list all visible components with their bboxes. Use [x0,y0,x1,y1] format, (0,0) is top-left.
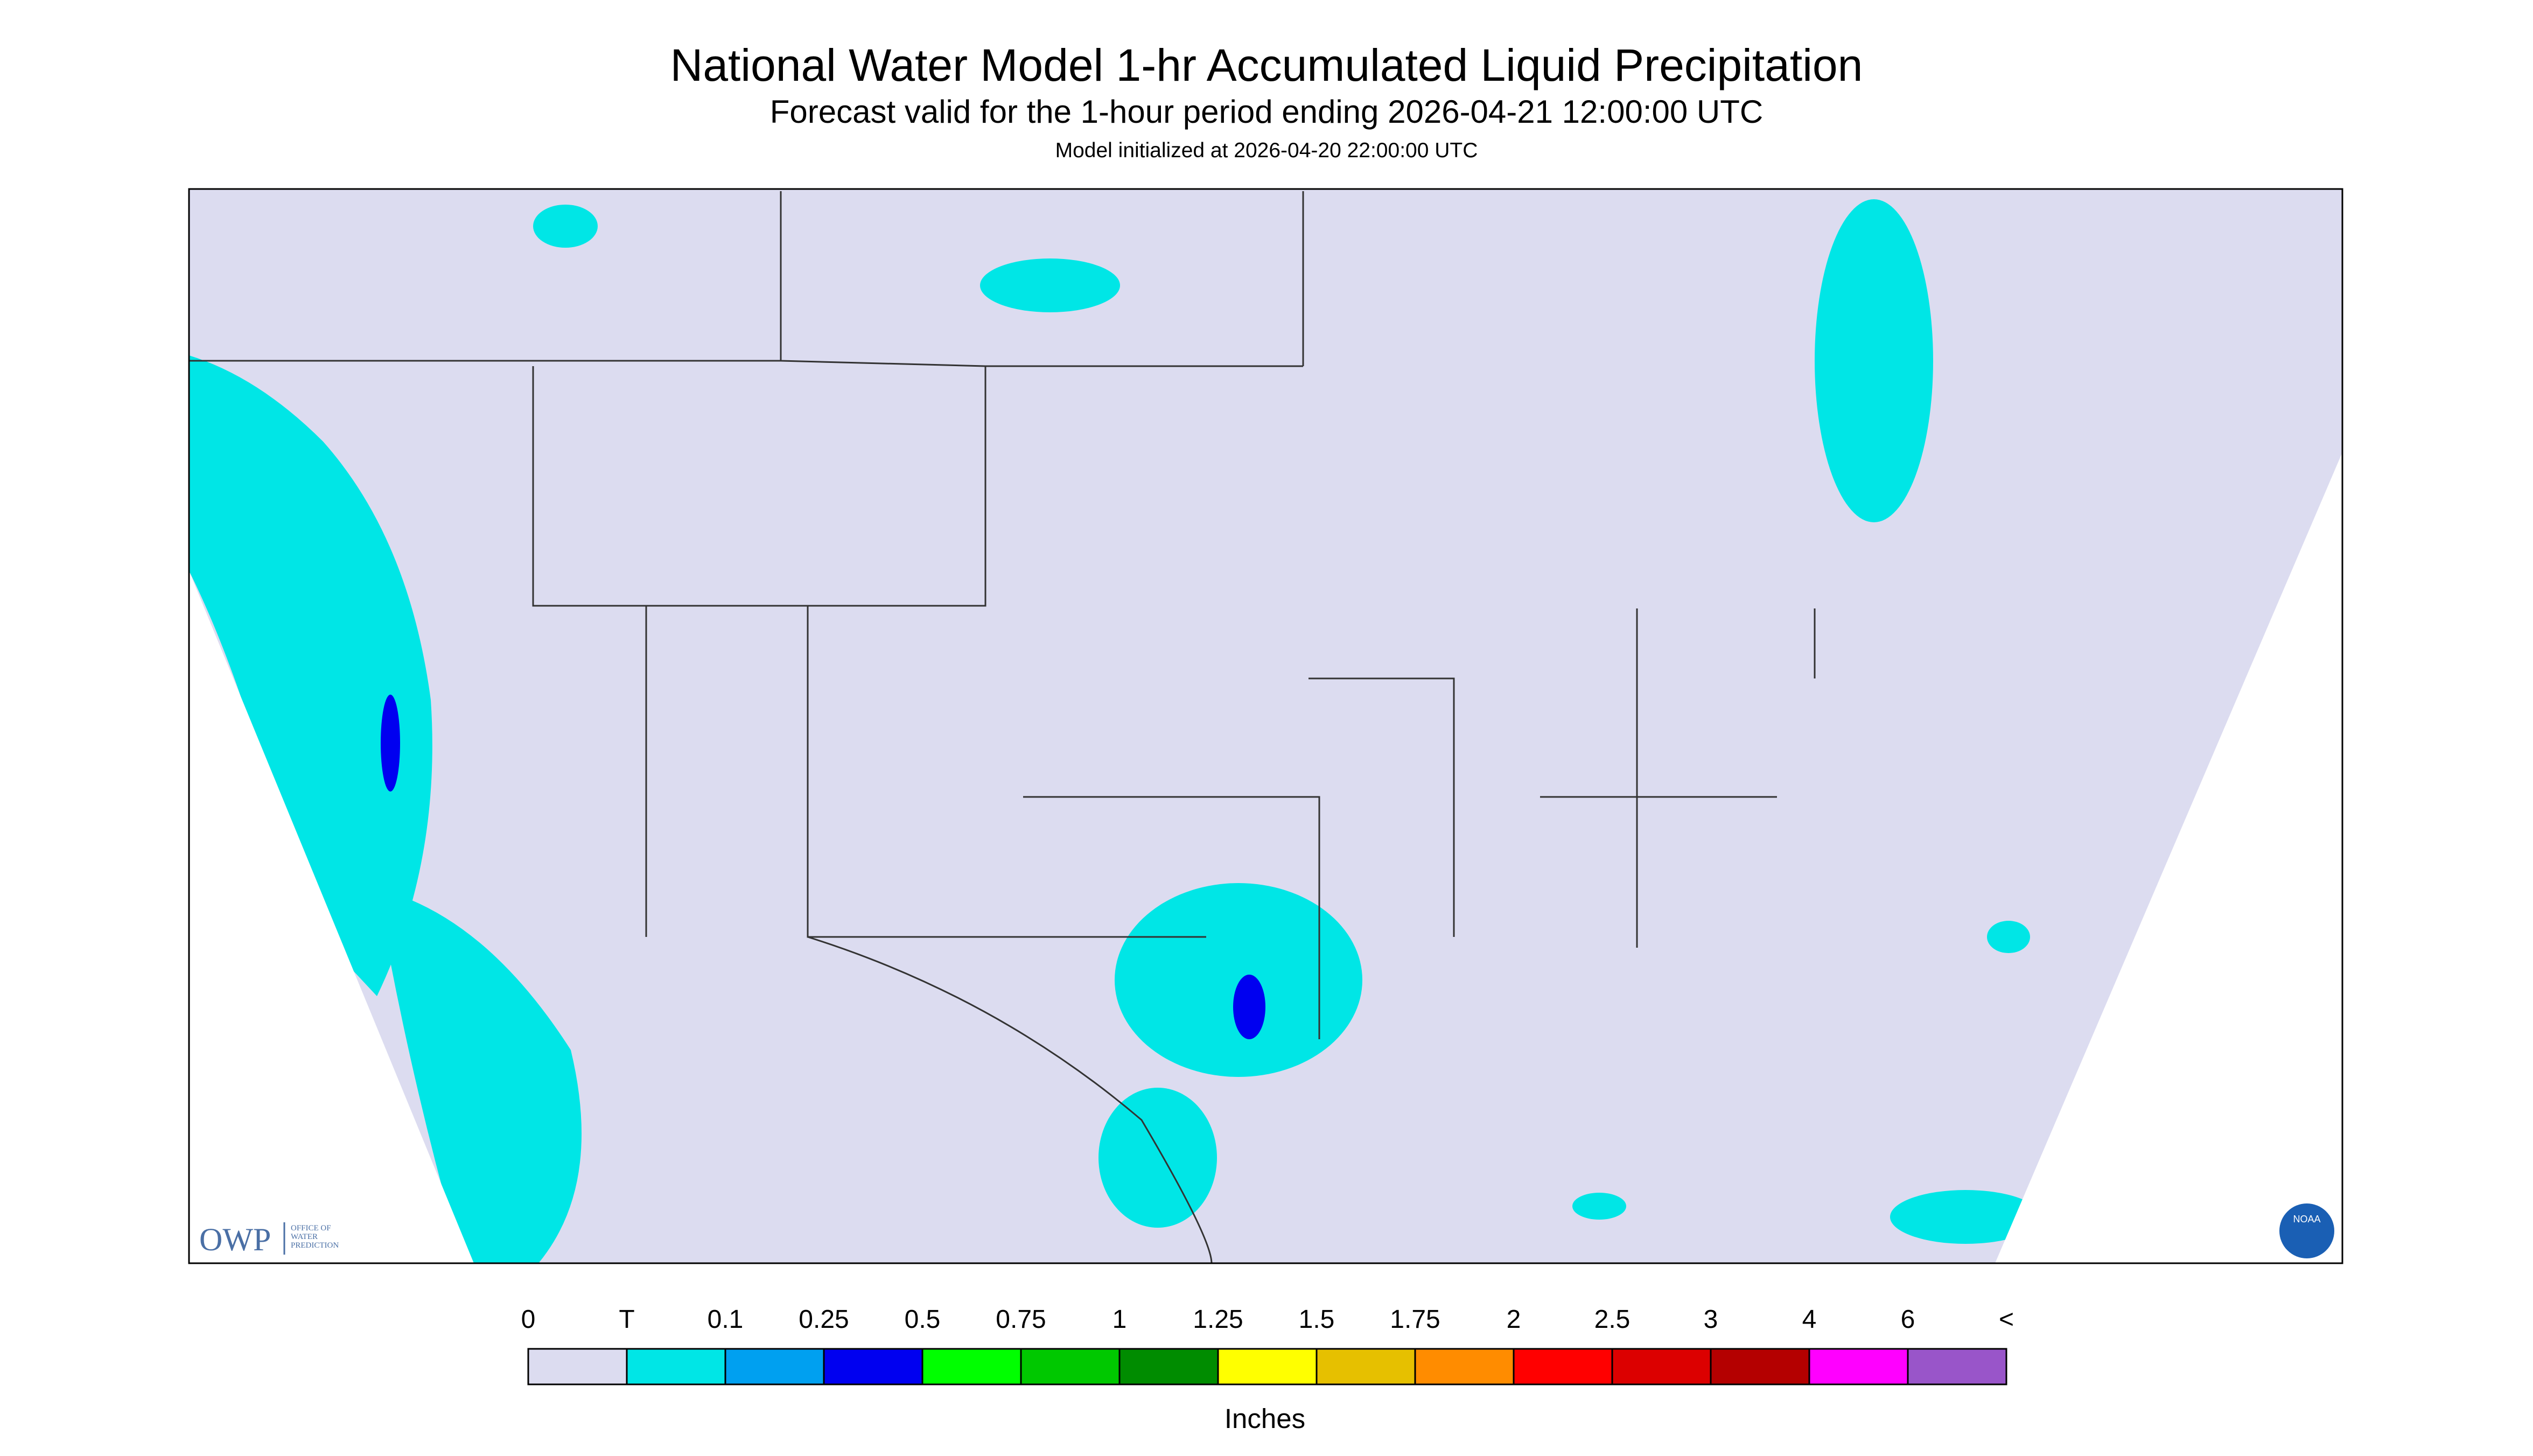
precip-areas [189,199,2041,1263]
subtitle: Forecast valid for the 1-hour period end… [770,94,1763,130]
legend-label: 1.5 [1299,1305,1335,1334]
legend-label: 4 [1802,1305,1817,1334]
legend-label: 0.75 [996,1305,1046,1334]
legend-label: 0.25 [799,1305,849,1334]
heavy-precip [381,695,1265,1039]
legend-swatch [1316,1348,1416,1385]
boundaries [189,191,1816,1264]
legend-label: 0.1 [708,1305,744,1334]
legend-swatch [921,1348,1022,1385]
legend-label: 1.25 [1193,1305,1243,1334]
legend-swatch [527,1348,628,1385]
domain-mask-left [189,571,474,1263]
legend-unit: Inches [1224,1403,1305,1434]
legend-swatch [1020,1348,1121,1385]
legend-label: 3 [1704,1305,1718,1334]
legend-label: 2.5 [1594,1305,1631,1334]
legend: 0 T 0.1 0.25 0.5 0.75 1 1.25 1.5 1.75 2 2.5 3 4 6 < [521,1305,2014,1385]
init-time: Model initialized at 2026-04-20 22:00:00… [1055,139,1478,162]
legend-swatch [1118,1348,1219,1385]
legend-swatch [1513,1348,1613,1385]
legend-swatch [1808,1348,1909,1385]
legend-swatch [1710,1348,1810,1385]
noaa-text: NOAA [2293,1214,2320,1224]
legend-swatch [1217,1348,1318,1385]
legend-swatch [1611,1348,1712,1385]
domain-mask-right [1995,452,2342,1263]
legend-label: 1.75 [1390,1305,1440,1334]
noaa-logo [2279,1203,2334,1258]
legend-swatch [724,1348,825,1385]
owp-name-line: OFFICE OF [291,1224,331,1233]
owp-logo: OWP [199,1222,271,1257]
legend-swatch [1414,1348,1515,1385]
legend-label: 1 [1112,1305,1127,1334]
title: National Water Model 1-hr Accumulated Li… [670,40,1863,90]
legend-label: T [619,1305,634,1334]
legend-label: < [1999,1305,2014,1334]
map-frame [188,188,2343,1264]
legend-label: 2 [1507,1305,1521,1334]
owp-name-line: PREDICTION [291,1241,339,1250]
legend-label: 0.5 [905,1305,941,1334]
legend-label: 6 [1901,1305,1915,1334]
legend-swatch [823,1348,923,1385]
legend-swatch [1907,1348,2007,1385]
legend-swatch [626,1348,726,1385]
legend-label: 0 [521,1305,536,1334]
owp-name-line: WATER [291,1233,318,1241]
